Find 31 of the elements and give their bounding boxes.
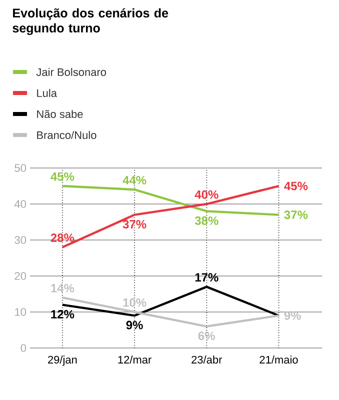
data-label: 17% [195,273,218,282]
data-label: 45% [284,182,308,190]
data-label: 44% [122,176,146,184]
x-tick-label: 21/maio [260,356,298,364]
y-tick-label: 20 [14,272,26,280]
data-label: 10% [123,298,146,307]
legend-label: Lula [37,88,57,98]
y-tick-label: 0 [20,344,26,352]
data-label: 38% [194,216,218,225]
data-label: 40% [194,190,218,199]
data-label: 45% [50,172,74,181]
data-label: 28% [50,234,74,242]
legend-label: Branco/Nulo [37,130,96,140]
data-label: 37% [122,220,146,229]
chart-title: Evolução dos cenários de segundo turno [12,8,168,36]
legend-label: Jair Bolsonaro [36,68,106,76]
data-label: 14% [51,284,74,292]
y-tick-label: 40 [14,200,26,208]
y-tick-label: 30 [14,236,26,244]
x-tick-label: 12/mar [118,356,152,364]
data-label: 9% [126,320,143,330]
line-series [61,184,280,216]
data-label: 6% [198,332,215,340]
data-label: 9% [284,311,301,320]
x-tick-label: 29/jan [48,356,77,366]
y-tick-label: 10 [15,308,26,316]
legend-label: Não sabe [37,110,83,118]
data-label: 12% [51,310,74,318]
y-tick-label: 50 [14,164,26,172]
x-tick-label: 23/abr [192,356,222,364]
data-label: 37% [284,210,308,220]
